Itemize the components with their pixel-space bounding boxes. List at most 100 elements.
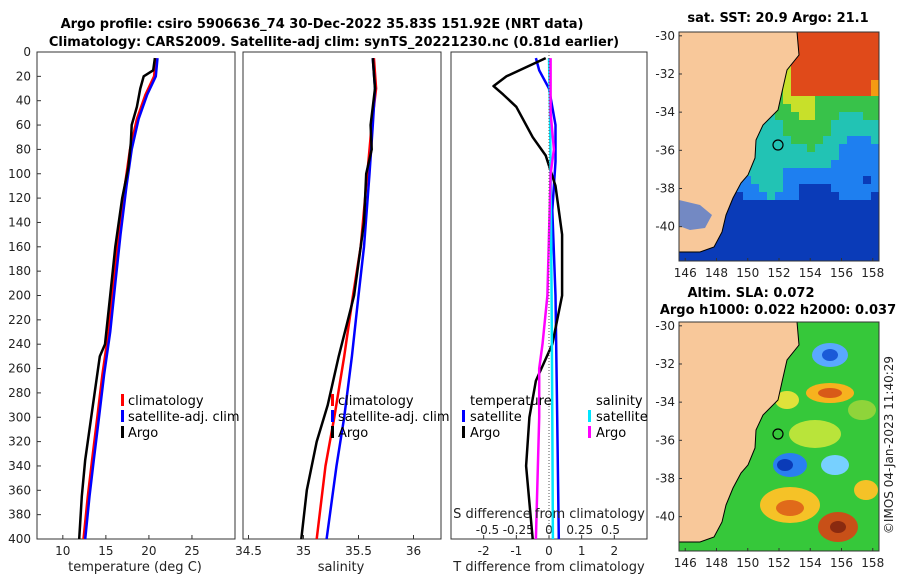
x-tick-label: 2 (611, 544, 619, 558)
sst-cell (791, 88, 799, 96)
sst-cell (863, 96, 871, 104)
map-y-tick-label: -38 (655, 181, 675, 195)
sst-cell (815, 200, 823, 208)
sst-cell (847, 56, 855, 64)
sst-cell (799, 232, 807, 240)
sst-cell (791, 144, 799, 152)
depth-tick-label: 60 (16, 118, 31, 132)
sst-argo-location (772, 139, 784, 151)
sst-cell (735, 224, 743, 232)
sst-cell (831, 48, 839, 56)
sst-cell (839, 128, 847, 136)
sst-cell (727, 248, 735, 256)
sst-cell (823, 104, 831, 112)
sst-cell (863, 80, 871, 88)
sst-cell (871, 72, 879, 80)
sst-cell (839, 32, 847, 40)
sst-cell (855, 40, 863, 48)
sst-cell (783, 96, 791, 104)
sst-cell (855, 216, 863, 224)
sst-cell (767, 192, 775, 200)
sst-cell (791, 216, 799, 224)
sst-cell (815, 104, 823, 112)
sst-cell (855, 112, 863, 120)
sst-cell (831, 200, 839, 208)
sst-cell (831, 248, 839, 256)
sst-cell (871, 208, 879, 216)
sst-cell (743, 200, 751, 208)
sst-cell (855, 80, 863, 88)
depth-tick-label: 160 (8, 240, 31, 254)
sst-cell (783, 112, 791, 120)
sst-cell (855, 64, 863, 72)
sst-cell (863, 88, 871, 96)
sst-cell (831, 136, 839, 144)
sst-cell (855, 144, 863, 152)
sst-cell (831, 128, 839, 136)
map-x-tick-label: 150 (736, 556, 759, 570)
sst-cell (743, 232, 751, 240)
sst-cell (823, 72, 831, 80)
map-x-tick-label: 156 (830, 266, 853, 280)
sst-cell (807, 112, 815, 120)
sst-cell (687, 256, 695, 261)
x-tick-label: 36 (406, 544, 421, 558)
sst-cell (815, 72, 823, 80)
depth-tick-label: 200 (8, 289, 31, 303)
sst-cell (743, 184, 751, 192)
sst-land (679, 32, 800, 253)
x-tick-label: 25 (184, 544, 199, 558)
sst-cell (791, 96, 799, 104)
sst-cell (815, 88, 823, 96)
sst-cell (815, 160, 823, 168)
sst-cell (831, 64, 839, 72)
sst-cell (815, 136, 823, 144)
sst-cell (847, 184, 855, 192)
sst-cell (847, 176, 855, 184)
sst-cell (863, 40, 871, 48)
sst-cell (855, 200, 863, 208)
sst-cell (855, 72, 863, 80)
sst-cell (823, 136, 831, 144)
sst-cell (855, 136, 863, 144)
sst-cell (839, 80, 847, 88)
sst-cell (799, 144, 807, 152)
sst-cell (743, 192, 751, 200)
sst-cell (799, 120, 807, 128)
map-y-tick-label: -38 (655, 471, 675, 485)
sst-cell (751, 256, 759, 261)
sst-cell (847, 200, 855, 208)
sst-cell (863, 120, 871, 128)
sst-cell (719, 240, 727, 248)
sst-cell (863, 232, 871, 240)
sst-cell (791, 72, 799, 80)
sst-cell (839, 216, 847, 224)
sst-cell (807, 232, 815, 240)
sst-cell (871, 48, 879, 56)
sst-cell (807, 88, 815, 96)
depth-tick-label: 40 (16, 94, 31, 108)
sla-eddy (775, 391, 799, 409)
sst-cell (719, 256, 727, 261)
map-x-tick-label: 150 (736, 266, 759, 280)
sst-cell (871, 232, 879, 240)
sst-cell (823, 160, 831, 168)
sst-cell (799, 56, 807, 64)
sst-cell (767, 176, 775, 184)
sst-cell (791, 160, 799, 168)
sst-cell (839, 168, 847, 176)
sst-cell (871, 32, 879, 40)
sst-cell (807, 160, 815, 168)
sst-cell (863, 48, 871, 56)
sst-cell (871, 176, 879, 184)
sst-cell (775, 128, 783, 136)
sst-cell (871, 216, 879, 224)
legend-swatch-argo (121, 426, 124, 438)
sst-cell (831, 240, 839, 248)
sst-cell (767, 232, 775, 240)
sst-cell (839, 40, 847, 48)
sst-map-title: sat. SST: 20.9 Argo: 21.1 (687, 11, 868, 26)
sst-cell (871, 128, 879, 136)
sst-cell (767, 152, 775, 160)
sst-cell (839, 240, 847, 248)
